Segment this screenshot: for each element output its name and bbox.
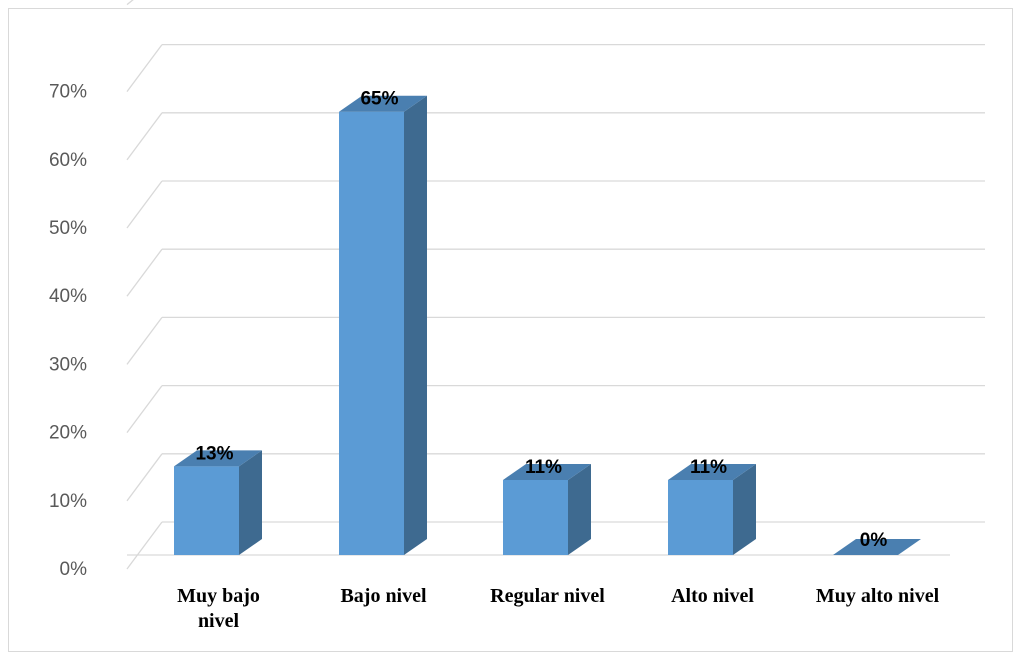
bar-front [339,111,404,555]
data-label: 13% [195,443,233,464]
y-tick-label: 70% [49,82,87,103]
y-tick-label: 0% [60,559,88,580]
bar-top [339,95,427,112]
bar-front [503,479,568,555]
bar-front [668,479,733,555]
gridline-side [126,0,134,6]
gridline-side [126,44,163,92]
bar-side [404,95,427,555]
bar-side [733,463,756,555]
data-label: 11% [690,457,727,478]
gridline-side [126,317,163,365]
x-category-label: nivel [198,610,240,632]
x-category-label: Muy bajo [177,585,260,607]
y-tick-label: 20% [49,423,87,444]
gridline-side [126,453,163,502]
x-category-label: Alto nivel [671,585,754,607]
gridline-side [126,385,163,433]
data-label: 0% [860,530,888,551]
data-label: 11% [525,457,562,478]
y-tick-label: 50% [49,218,87,239]
x-category-label: Muy alto nivel [816,585,940,607]
gridline-side [126,112,163,161]
gridline-side [126,248,163,297]
bar-top [668,463,756,480]
bar-top [833,539,921,555]
bar-top [503,463,591,480]
bar-side [239,450,262,555]
y-tick-label: 10% [49,491,87,512]
bar-front [174,466,239,555]
y-tick-label: 60% [49,150,87,171]
x-category-label: Bajo nivel [340,585,427,607]
bar-top [174,450,262,467]
gridline-side [126,521,163,570]
x-category-label: Regular nivel [490,585,605,607]
bar-side [568,463,591,555]
y-tick-label: 40% [49,286,87,307]
gridline-side [126,180,163,229]
y-tick-label: 30% [49,354,87,375]
data-label: 65% [360,89,398,110]
